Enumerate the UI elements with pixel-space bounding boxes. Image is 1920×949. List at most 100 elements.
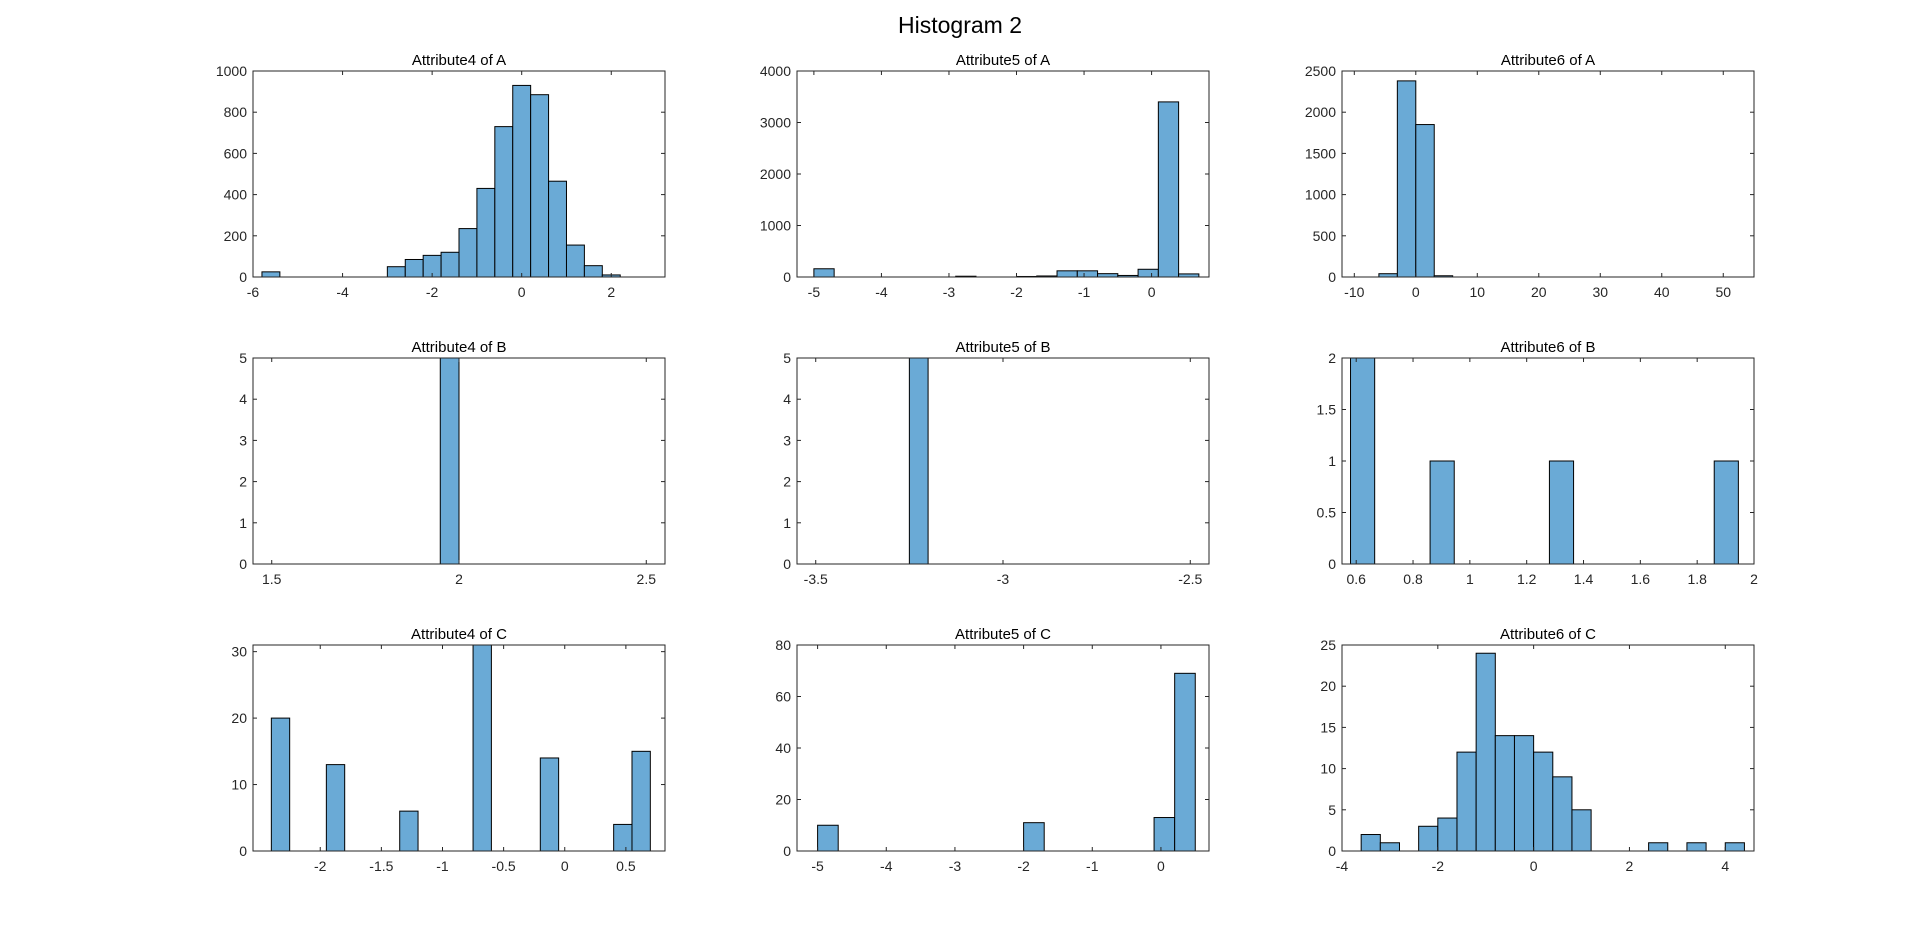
histogram-bar (512, 84, 532, 278)
histogram-bar (1153, 817, 1176, 852)
subplot-title: Attribute6 of B (1500, 339, 1595, 356)
y-tick-label: 400 (224, 187, 248, 203)
histogram-bar (1076, 270, 1099, 278)
subplot-2: -5 -4 -3 -2 -1 0 0 1000 2000 3000 4000 Attribute5 o… (760, 52, 1210, 300)
y-tick-label: 3 (239, 432, 247, 448)
y-tick-label: 5 (1328, 802, 1336, 818)
histogram-bar (1137, 268, 1159, 278)
y-tick-label: 4000 (760, 63, 791, 79)
histogram-bar (1456, 751, 1477, 852)
x-tick-label: -4 (880, 858, 893, 874)
y-tick-label: 600 (224, 145, 248, 161)
x-tick-label: -5 (808, 284, 821, 300)
histogram-bar (399, 810, 419, 852)
histogram-bar (548, 180, 567, 278)
histogram-bar (1724, 842, 1745, 852)
x-tick-label: 40 (1654, 284, 1670, 300)
subplot-9: -4 -2 0 2 4 0 5 10 15 20 25 Attribute6 of C (1320, 626, 1755, 874)
histogram-bar (404, 258, 424, 278)
subplot-title: Attribute6 of A (1501, 52, 1595, 69)
histogram-bar (1396, 80, 1417, 278)
y-tick-label: 20 (231, 710, 247, 726)
y-tick-label: 1000 (760, 218, 791, 234)
x-tick-label: 2 (455, 571, 463, 587)
y-tick-label: 0 (783, 843, 791, 859)
histogram-bar (476, 187, 496, 278)
x-tick-label: 1.8 (1687, 571, 1707, 587)
x-tick-label: 1.6 (1631, 571, 1651, 587)
axes-box (796, 357, 1210, 565)
histogram-bar (1023, 822, 1045, 852)
y-tick-label: 2000 (1305, 104, 1336, 120)
x-tick-label: 2 (1626, 858, 1634, 874)
x-tick-label: -2 (1017, 858, 1030, 874)
y-tick-label: 1000 (216, 63, 247, 79)
y-tick-label: 0 (239, 843, 247, 859)
x-tick-label: 20 (1531, 284, 1547, 300)
histogram-bar (583, 265, 603, 278)
x-tick-label: 1.2 (1517, 571, 1537, 587)
x-tick-label: 0 (1157, 858, 1165, 874)
histogram-bar (1475, 652, 1496, 852)
subplot-title: Attribute5 of A (956, 52, 1050, 69)
x-tick-label: -2 (1010, 284, 1023, 300)
histogram-bar (1513, 735, 1535, 852)
histogram-bar (261, 271, 281, 278)
y-tick-label: 1000 (1305, 187, 1336, 203)
y-tick-label: 1 (783, 515, 791, 531)
histogram-bar (1418, 825, 1439, 852)
subplot-5: -3.5 -3 -2.5 0 1 2 3 4 5 Attribute5 of B (783, 339, 1210, 587)
x-tick-label: -3 (949, 858, 962, 874)
subplot-8: -5 -4 -3 -2 -1 0 0 20 40 60 80 Attribute5 of C (775, 626, 1210, 874)
x-tick-label: -1 (1078, 284, 1091, 300)
y-tick-label: 500 (1313, 228, 1337, 244)
y-tick-label: 3000 (760, 115, 791, 131)
axes-box (252, 70, 666, 278)
histogram-bar (439, 357, 460, 565)
y-tick-label: 5 (783, 350, 791, 366)
x-tick-label: 0 (1148, 284, 1156, 300)
x-tick-label: -2.5 (1178, 571, 1202, 587)
x-tick-label: -4 (1336, 858, 1349, 874)
histogram-bar (270, 717, 291, 852)
y-tick-label: 1500 (1305, 145, 1336, 161)
y-tick-label: 2 (783, 474, 791, 490)
histogram-bar (1360, 834, 1381, 852)
histogram-bar (817, 824, 839, 852)
histogram-bar (1552, 776, 1573, 852)
histogram-bar (1157, 101, 1180, 278)
y-tick-label: 60 (775, 689, 791, 705)
x-tick-label: 0 (1412, 284, 1420, 300)
y-tick-label: 2500 (1305, 63, 1336, 79)
histogram-bar (530, 94, 550, 278)
x-tick-label: -3 (943, 284, 956, 300)
histogram-bar (613, 823, 633, 852)
subplot-title: Attribute4 of B (411, 339, 506, 356)
histogram-bar (1571, 809, 1592, 852)
x-tick-label: 2.5 (637, 571, 657, 587)
axes-box (252, 644, 666, 852)
subplot-7: -2 -1.5 -1 -0.5 0 0.5 0 10 20 30 Attribute4 of C (231, 626, 666, 874)
x-tick-label: 0.5 (616, 858, 636, 874)
x-tick-label: -1 (1086, 858, 1099, 874)
subplot-title: Attribute5 of C (955, 626, 1051, 643)
subplot-title: Attribute6 of C (1500, 626, 1596, 643)
y-tick-label: 80 (775, 637, 791, 653)
axes-box (1341, 70, 1755, 278)
histogram-bar (1429, 460, 1455, 565)
histogram-bar (813, 268, 835, 278)
subplot-title: Attribute5 of B (955, 339, 1050, 356)
histogram-bar (539, 757, 560, 852)
x-tick-label: 4 (1721, 858, 1729, 874)
subplot-6: 0.6 0.8 1 1.2 1.4 1.6 1.8 2 0 0.5 1 1.5 2 Attribute6 … (1317, 339, 1759, 587)
subplot-1: -6 -4 -2 0 2 0 200 400 600 800 1000 Attribute4 of A (216, 52, 666, 300)
x-tick-label: -4 (336, 284, 349, 300)
histogram-bar (458, 228, 478, 278)
x-tick-label: 0 (518, 284, 526, 300)
y-tick-label: 0.5 (1317, 505, 1337, 521)
axes-box (1341, 644, 1755, 852)
y-tick-label: 3 (783, 432, 791, 448)
subplot-3: -10 0 10 20 30 40 5005001000150020002500Attrib… (1305, 52, 1755, 300)
x-tick-label: -2 (426, 284, 439, 300)
